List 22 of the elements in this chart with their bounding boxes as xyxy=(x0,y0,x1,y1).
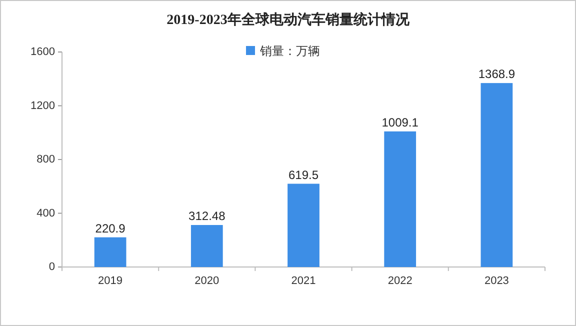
legend-label: 销量：万辆 xyxy=(259,44,320,58)
bar xyxy=(288,184,320,267)
bar xyxy=(480,83,513,267)
bar xyxy=(94,237,126,267)
y-tick-label: 1600 xyxy=(30,46,55,58)
data-label: 220.9 xyxy=(95,221,126,236)
bar xyxy=(384,131,416,267)
y-tick-label: 1200 xyxy=(30,100,55,112)
bar xyxy=(190,225,223,267)
x-tick-label: 2021 xyxy=(291,275,316,287)
y-tick-label: 800 xyxy=(36,154,55,166)
chart-title: 2019-2023年全球电动汽车销量统计情况 xyxy=(166,11,410,28)
data-label: 312.48 xyxy=(188,209,226,224)
y-tick-label: 0 xyxy=(48,261,55,273)
x-tick-label: 2023 xyxy=(484,275,509,287)
x-tick-label: 2019 xyxy=(98,275,123,287)
x-tick-label: 2020 xyxy=(194,275,220,287)
data-label: 619.5 xyxy=(288,168,319,182)
y-tick-label: 400 xyxy=(36,207,55,220)
x-tick-label: 2022 xyxy=(388,275,412,287)
data-label: 1368.9 xyxy=(478,67,516,82)
data-label: 1009.1 xyxy=(382,115,419,130)
